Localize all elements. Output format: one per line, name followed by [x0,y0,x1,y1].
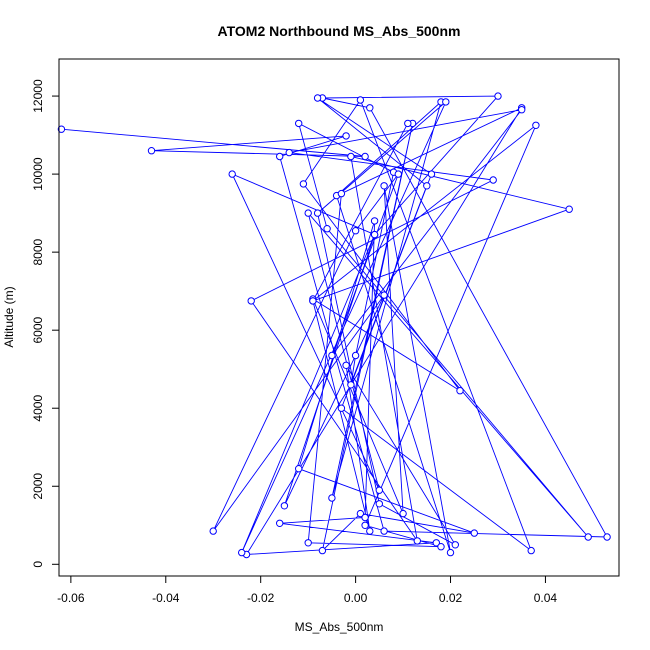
data-point [370,230,379,239]
data-point [518,106,526,114]
y-tick-label: 0 [31,561,45,568]
y-tick-label: 2000 [31,473,45,500]
data-point [370,217,379,225]
data-point [366,104,374,112]
y-tick-label: 8000 [31,238,45,265]
data-point [494,92,502,100]
data-point [427,170,436,178]
data-point [442,98,450,106]
data-point [603,533,611,541]
x-axis-label: MS_Abs_500nm [295,620,384,634]
data-point [584,533,592,541]
x-tick-label: -0.06 [57,591,85,605]
data-point [304,209,312,217]
data-point [423,182,431,190]
series-lines [61,95,608,556]
data-point [228,170,236,178]
y-tick-label: 12000 [31,79,45,113]
data-point [413,537,421,545]
data-point [437,543,445,551]
x-axis: -0.06 -0.04 -0.02 0.00 0.02 0.04 [57,575,558,605]
data-point [304,539,312,547]
data-point [309,297,317,305]
data-point [295,119,303,128]
data-point [337,404,346,412]
series-points [57,92,611,559]
data-point [57,125,66,133]
data-point [337,189,346,198]
data-point [375,486,383,494]
data-point [276,152,284,161]
y-axis-label: Altitude (m) [2,286,16,347]
data-point [532,121,540,130]
data-point [404,119,412,128]
data-point [238,548,246,557]
data-point [361,152,369,161]
y-tick-label: 4000 [31,395,45,422]
data-point [323,225,331,233]
x-tick-label: -0.04 [152,591,180,605]
data-point [565,205,573,213]
data-point [285,148,293,157]
x-tick-label: 0.00 [344,591,368,605]
data-point [399,509,407,518]
data-point [299,180,308,188]
data-point [351,351,360,360]
x-tick-label: -0.02 [247,591,275,605]
data-point [432,539,440,547]
data-point [209,527,217,535]
data-point [361,521,369,529]
data-point [356,96,365,104]
data-point [342,132,350,140]
data-point [451,541,459,549]
y-tick-label: 6000 [31,317,45,344]
chart-title: ATOM2 Northbound MS_Abs_500nm [218,23,461,39]
data-point [527,546,535,555]
data-point [347,381,355,389]
data-point [318,546,327,555]
data-point [356,509,365,518]
data-point [328,351,336,360]
data-point [361,513,369,522]
x-tick-label: 0.02 [439,591,463,605]
data-point [347,152,355,161]
data-point [351,227,360,235]
data-point [280,502,289,510]
data-point [313,209,322,217]
x-tick-label: 0.04 [534,591,558,605]
data-point [394,170,402,178]
series-line [61,95,608,556]
data-point [247,297,255,305]
data-point [375,500,383,508]
data-point [380,182,388,190]
data-point [489,176,497,184]
y-axis: 0 2000 4000 6000 8000 10000 12000 [31,79,60,568]
data-point [147,147,156,155]
data-point [313,94,322,102]
data-point [276,519,284,527]
y-tick-label: 10000 [31,157,45,191]
data-point [446,548,455,557]
data-point [380,527,388,535]
data-point [366,527,374,535]
data-point [295,465,303,473]
data-point [456,387,464,395]
data-point [380,291,388,299]
data-point [470,529,478,537]
data-point [342,361,350,369]
data-point [328,494,336,502]
